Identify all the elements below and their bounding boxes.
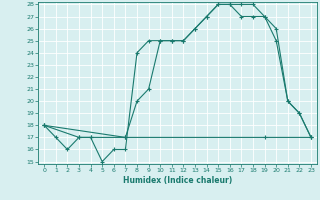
X-axis label: Humidex (Indice chaleur): Humidex (Indice chaleur): [123, 176, 232, 185]
